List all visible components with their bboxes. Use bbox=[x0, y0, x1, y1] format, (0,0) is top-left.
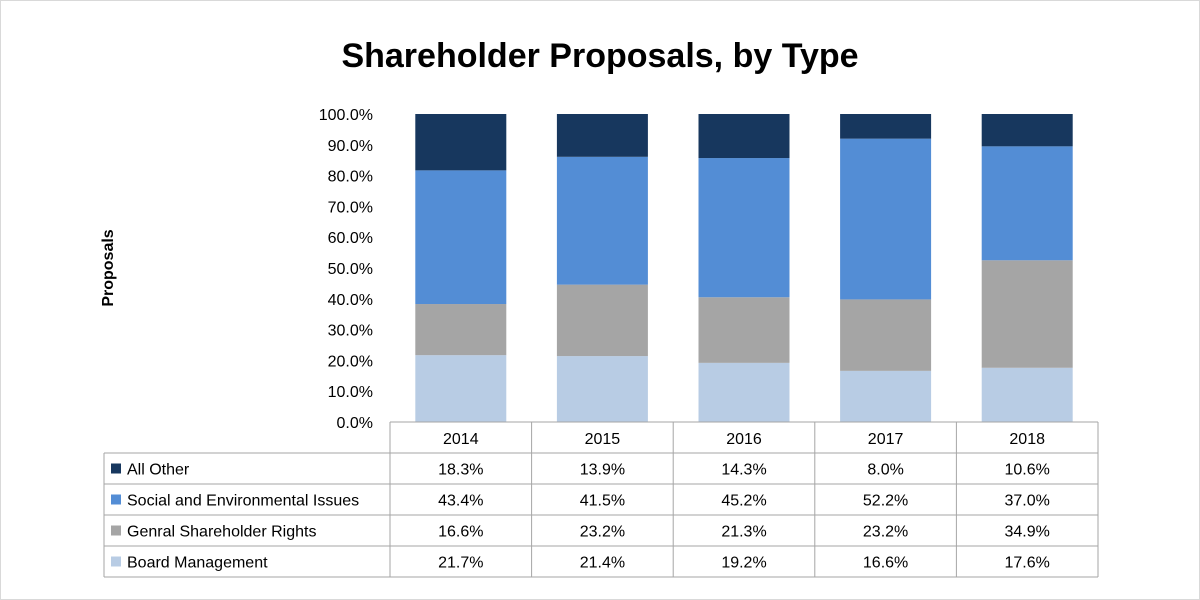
bar-segment bbox=[981, 146, 1073, 261]
bar-segment bbox=[981, 114, 1073, 147]
y-tick-label: 10.0% bbox=[328, 384, 373, 401]
data-label: 41.5% bbox=[580, 493, 625, 510]
data-label: 21.7% bbox=[438, 555, 483, 572]
legend-label: All Other bbox=[127, 462, 190, 479]
data-label: 18.3% bbox=[438, 462, 483, 479]
y-tick-label: 80.0% bbox=[328, 169, 373, 186]
bar-segment bbox=[698, 297, 790, 363]
data-label: 23.2% bbox=[863, 524, 908, 541]
bar-segment bbox=[556, 156, 648, 285]
y-tick-label: 30.0% bbox=[328, 323, 373, 340]
data-label: 8.0% bbox=[867, 462, 903, 479]
data-label: 45.2% bbox=[721, 493, 766, 510]
category-label: 2015 bbox=[585, 431, 621, 448]
bar-segment bbox=[981, 260, 1073, 368]
legend-swatch bbox=[111, 556, 121, 567]
y-tick-label: 50.0% bbox=[328, 261, 373, 278]
bar-segment bbox=[698, 158, 790, 298]
y-tick-label: 60.0% bbox=[328, 230, 373, 247]
data-label: 21.3% bbox=[721, 524, 766, 541]
y-tick-label: 40.0% bbox=[328, 292, 373, 309]
data-label: 52.2% bbox=[863, 493, 908, 510]
data-label: 14.3% bbox=[721, 462, 766, 479]
data-label: 37.0% bbox=[1005, 493, 1050, 510]
category-label: 2018 bbox=[1009, 431, 1045, 448]
legend-swatch bbox=[111, 463, 121, 474]
data-label: 16.6% bbox=[863, 555, 908, 572]
legend-swatch bbox=[111, 525, 121, 536]
y-axis-label: Proposals bbox=[100, 229, 117, 306]
y-tick-label: 70.0% bbox=[328, 199, 373, 216]
data-label: 17.6% bbox=[1005, 555, 1050, 572]
data-label: 23.2% bbox=[580, 524, 625, 541]
bar-segment bbox=[415, 170, 507, 305]
category-label: 2017 bbox=[868, 431, 904, 448]
category-label: 2016 bbox=[726, 431, 762, 448]
bar-segment bbox=[698, 362, 790, 422]
y-tick-label: 0.0% bbox=[337, 415, 373, 432]
legend-label: Genral Shareholder Rights bbox=[127, 524, 316, 541]
data-label: 43.4% bbox=[438, 493, 483, 510]
legend-label: Board Management bbox=[127, 555, 268, 572]
bar-segment bbox=[840, 370, 932, 422]
bar-segment bbox=[840, 299, 932, 371]
bar-segment bbox=[556, 356, 648, 422]
y-axis-ticks: 0.0% 10.0% 20.0% 30.0% 40.0% 50.0% 60.0% 70.0% 8… bbox=[319, 107, 373, 432]
y-tick-label: 90.0% bbox=[328, 138, 373, 155]
data-table: 2014 2015 2016 2017 2018 All Other 18.3% 13.9% 1… bbox=[103, 421, 1099, 578]
bar-segment bbox=[556, 284, 648, 357]
bars bbox=[415, 114, 1073, 422]
data-label: 13.9% bbox=[580, 462, 625, 479]
bar-segment bbox=[981, 367, 1073, 422]
legend-label: Social and Environmental Issues bbox=[127, 493, 359, 510]
data-label: 10.6% bbox=[1005, 462, 1050, 479]
data-label: 21.4% bbox=[580, 555, 625, 572]
legend-swatch bbox=[111, 494, 121, 505]
chart-title: Shareholder Proposals, by Type bbox=[341, 37, 858, 75]
data-label: 16.6% bbox=[438, 524, 483, 541]
y-tick-label: 20.0% bbox=[328, 353, 373, 370]
bar-segment bbox=[415, 114, 507, 171]
data-label: 34.9% bbox=[1005, 524, 1050, 541]
bar-segment bbox=[698, 114, 790, 159]
bar-segment bbox=[415, 355, 507, 422]
bar-segment bbox=[840, 138, 932, 300]
data-label: 19.2% bbox=[721, 555, 766, 572]
category-label: 2014 bbox=[443, 431, 479, 448]
y-tick-label: 100.0% bbox=[319, 107, 373, 124]
bar-segment bbox=[556, 114, 648, 157]
bar-segment bbox=[415, 304, 507, 356]
bar-segment bbox=[840, 114, 932, 139]
